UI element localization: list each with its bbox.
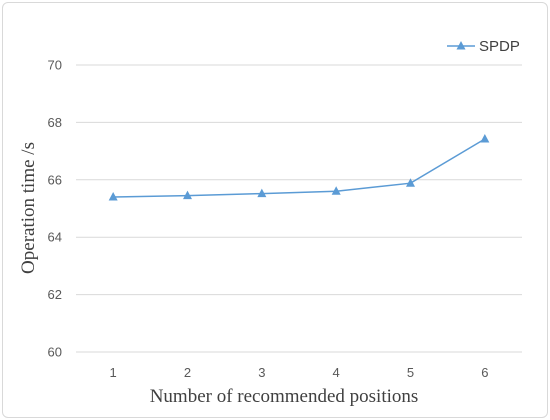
data-point-marker	[480, 134, 490, 143]
legend-label-spdp: SPDP	[479, 38, 520, 55]
x-tick-label: 3	[258, 365, 265, 380]
x-tick-label: 5	[407, 365, 414, 380]
legend-triangle-icon	[456, 41, 466, 50]
data-point-marker	[183, 190, 192, 200]
y-tick-label: 70	[48, 58, 62, 73]
x-tick-labels: 1 2 3 4 5 6	[110, 365, 489, 380]
x-tick-label: 2	[184, 365, 191, 380]
x-tick-label: 6	[481, 365, 488, 380]
gridlines	[76, 64, 522, 353]
x-tick-label: 1	[110, 365, 117, 380]
series-group	[108, 134, 490, 201]
x-tick-label: 4	[333, 365, 340, 380]
y-tick-labels: 60 62 64 66 68 70	[48, 58, 62, 360]
y-tick-label: 68	[48, 115, 62, 130]
series-line-0	[113, 138, 486, 198]
data-point-marker	[257, 188, 267, 198]
y-tick-label: 64	[48, 230, 62, 245]
y-tick-label: 62	[48, 287, 62, 302]
y-tick-label: 66	[48, 172, 62, 187]
x-axis-title: Number of recommended positions	[150, 386, 419, 407]
legend: SPDP	[447, 38, 520, 55]
data-point-marker	[331, 186, 341, 195]
data-point-marker	[406, 178, 415, 187]
y-tick-label: 60	[48, 345, 62, 360]
data-point-marker	[108, 192, 118, 201]
y-axis-title: Operation time /s	[18, 142, 39, 274]
